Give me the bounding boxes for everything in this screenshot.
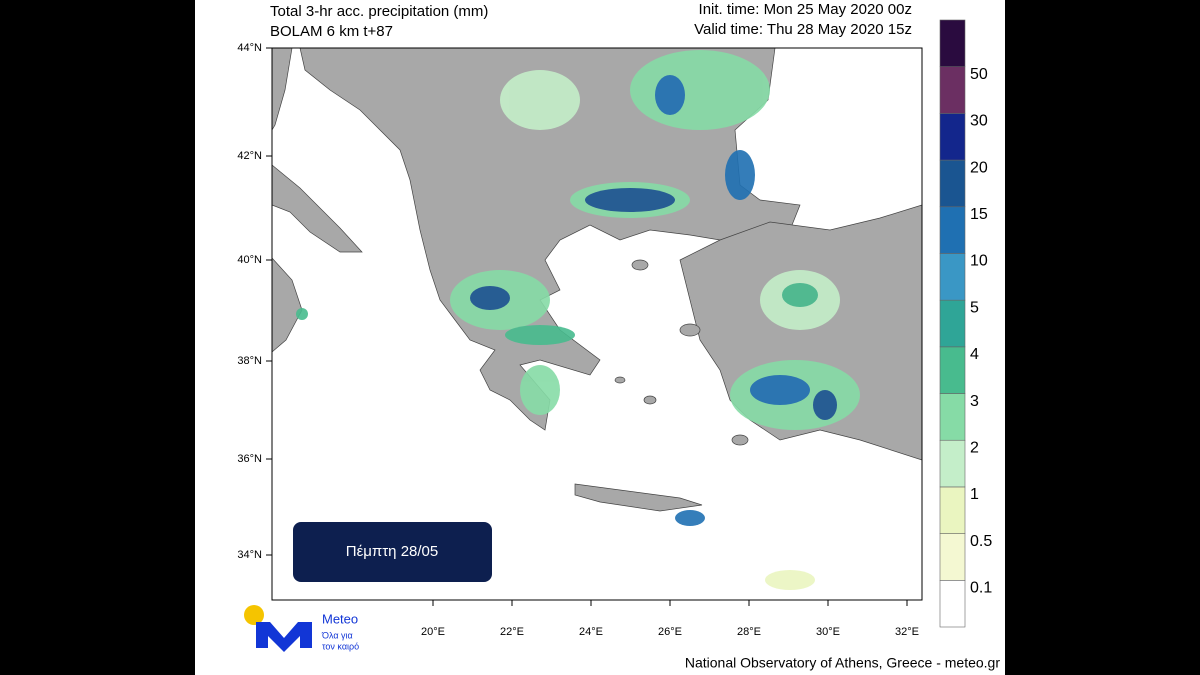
colorbar-label: 4: [970, 346, 979, 363]
rain-area: [520, 365, 560, 415]
rain-area: [750, 375, 810, 405]
colorbar-label: 10: [970, 253, 988, 270]
island: [631, 259, 649, 271]
island: [614, 376, 626, 384]
rain-area: [725, 150, 755, 200]
map: [271, 47, 923, 601]
crete: [574, 483, 703, 512]
init-time: Init. time: Mon 25 May 2020 00z: [699, 1, 912, 18]
colorbar-label: 15: [970, 206, 988, 223]
colorbar-box: [939, 346, 966, 394]
rain-area: [782, 283, 818, 307]
lon-label: 26°E: [658, 626, 682, 638]
logo-name: Meteo: [322, 611, 358, 626]
colorbar: 0.1 0.5 1 2 3 4 5 10 15 20 30 50: [939, 19, 992, 628]
model: BOLAM 6 km t+87: [270, 23, 393, 40]
colorbar-label: 3: [970, 393, 979, 410]
precipitation: [296, 50, 860, 590]
balkans: [299, 47, 801, 431]
colorbar-label: 0.1: [970, 580, 992, 597]
logo: Meteo Όλα για τον καιρό: [244, 605, 359, 652]
colorbar-box: [939, 159, 966, 208]
rain-area: [500, 70, 580, 130]
colorbar-label: 1: [970, 486, 979, 503]
colorbar-box: [939, 393, 966, 441]
colorbar-box: [939, 439, 966, 488]
colorbar-box: [939, 299, 966, 348]
land: [271, 47, 923, 512]
italy-heel: [271, 164, 363, 253]
lon-label: 28°E: [737, 626, 761, 638]
logo-mark: [256, 622, 312, 652]
rain-area: [505, 325, 575, 345]
colorbar-label: 0.5: [970, 533, 992, 550]
axis-ticks: 44°N 42°N 40°N 38°N 36°N 34°N 20°E 22°E 24°E 26°E…: [237, 42, 919, 638]
logo-tagline: τον καιρό: [322, 641, 359, 651]
rain-area: [655, 75, 685, 115]
colorbar-box: [939, 66, 966, 114]
rain-area: [813, 390, 837, 420]
colorbar-label: 2: [970, 439, 979, 456]
lat-label: 36°N: [237, 453, 262, 465]
island: [731, 434, 749, 446]
rain-area: [585, 188, 675, 212]
colorbar-label: 30: [970, 113, 988, 130]
colorbar-label: 5: [970, 299, 979, 316]
lat-label: 40°N: [237, 254, 262, 266]
title: Total 3-hr acc. precipitation (mm): [270, 3, 488, 20]
logo-tagline: Όλα για: [321, 630, 353, 640]
colorbar-label: 20: [970, 159, 988, 176]
rain-area: [470, 286, 510, 310]
valid-time: Valid time: Thu 28 May 2020 15z: [694, 21, 912, 38]
lon-label: 32°E: [895, 626, 919, 638]
date-badge[interactable]: [293, 522, 492, 582]
colorbar-box: [939, 253, 966, 301]
island: [679, 323, 701, 337]
lat-label: 38°N: [237, 355, 262, 367]
colorbar-box: [939, 206, 966, 254]
colorbar-box: [939, 580, 966, 628]
lon-label: 22°E: [500, 626, 524, 638]
logo-sun: [244, 605, 264, 625]
rain-area: [296, 308, 308, 320]
colorbar-box: [939, 486, 966, 534]
lon-label: 24°E: [579, 626, 603, 638]
lat-label: 34°N: [237, 549, 262, 561]
lat-label: 44°N: [237, 42, 262, 54]
colorbar-box: [939, 19, 966, 67]
rain-area: [630, 50, 770, 130]
footer: National Observatory of Athens, Greece -…: [685, 655, 1000, 671]
rain-area: [675, 510, 705, 526]
badge-text: Πέμπτη 28/05: [346, 543, 438, 560]
lat-label: 42°N: [237, 150, 262, 162]
colorbar-box: [939, 113, 966, 161]
lon-label: 20°E: [421, 626, 445, 638]
lon-label: 30°E: [816, 626, 840, 638]
island: [643, 395, 657, 405]
map-frame: [271, 47, 923, 601]
rain-area: [765, 570, 815, 590]
colorbar-box: [939, 533, 966, 581]
colorbar-label: 50: [970, 66, 988, 83]
